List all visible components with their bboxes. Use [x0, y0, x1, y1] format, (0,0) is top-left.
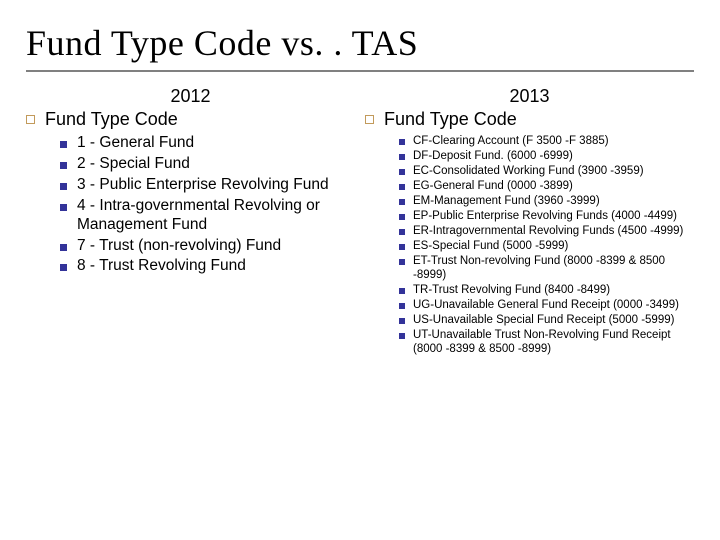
list-item: 3 - Public Enterprise Revolving Fund [60, 176, 355, 195]
right-items: CF-Clearing Account (F 3500 -F 3885)DF-D… [399, 134, 694, 356]
list-item-text: 3 - Public Enterprise Revolving Fund [77, 176, 329, 195]
left-section-label: Fund Type Code [45, 109, 178, 130]
left-section-row: Fund Type Code [26, 109, 355, 130]
square-bullet-icon [399, 199, 405, 205]
square-bullet-icon [399, 303, 405, 309]
square-bullet-icon [399, 259, 405, 265]
list-item: EG-General Fund (0000 -3899) [399, 179, 694, 193]
square-bullet-icon [399, 169, 405, 175]
list-item-text: 1 - General Fund [77, 134, 194, 153]
list-item: TR-Trust Revolving Fund (8400 -8499) [399, 283, 694, 297]
list-item: EP-Public Enterprise Revolving Funds (40… [399, 209, 694, 223]
square-bullet-icon [399, 139, 405, 145]
list-item: UT-Unavailable Trust Non-Revolving Fund … [399, 328, 694, 356]
list-item-text: CF-Clearing Account (F 3500 -F 3885) [413, 134, 609, 148]
list-item: ET-Trust Non-revolving Fund (8000 -8399 … [399, 254, 694, 282]
slide: Fund Type Code vs. . TAS 2012 Fund Type … [0, 0, 720, 540]
list-item: CF-Clearing Account (F 3500 -F 3885) [399, 134, 694, 148]
list-item-text: TR-Trust Revolving Fund (8400 -8499) [413, 283, 610, 297]
list-item-text: 2 - Special Fund [77, 155, 190, 174]
square-bullet-icon [399, 214, 405, 220]
hollow-square-icon [365, 115, 374, 124]
list-item-text: UG-Unavailable General Fund Receipt (000… [413, 298, 679, 312]
list-item: UG-Unavailable General Fund Receipt (000… [399, 298, 694, 312]
list-item: 1 - General Fund [60, 134, 355, 153]
left-items: 1 - General Fund 2 - Special Fund 3 - Publ… [60, 134, 355, 276]
square-bullet-icon [399, 318, 405, 324]
square-bullet-icon [399, 154, 405, 160]
list-item: EC-Consolidated Working Fund (3900 -3959… [399, 164, 694, 178]
list-item: 4 - Intra-governmental Revolving or Mana… [60, 197, 355, 235]
list-item-text: UT-Unavailable Trust Non-Revolving Fund … [413, 328, 694, 356]
square-bullet-icon [399, 288, 405, 294]
list-item-text: EC-Consolidated Working Fund (3900 -3959… [413, 164, 644, 178]
square-bullet-icon [60, 204, 67, 211]
list-item: ES-Special Fund (5000 -5999) [399, 239, 694, 253]
left-column: 2012 Fund Type Code 1 - General Fund 2 - … [26, 86, 355, 357]
list-item: US-Unavailable Special Fund Receipt (500… [399, 313, 694, 327]
square-bullet-icon [399, 333, 405, 339]
square-bullet-icon [60, 264, 67, 271]
columns: 2012 Fund Type Code 1 - General Fund 2 - … [26, 86, 694, 357]
slide-title: Fund Type Code vs. . TAS [26, 22, 694, 64]
square-bullet-icon [60, 183, 67, 190]
list-item: EM-Management Fund (3960 -3999) [399, 194, 694, 208]
list-item-text: EP-Public Enterprise Revolving Funds (40… [413, 209, 677, 223]
list-item: DF-Deposit Fund. (6000 -6999) [399, 149, 694, 163]
square-bullet-icon [60, 162, 67, 169]
right-year: 2013 [365, 86, 694, 107]
list-item: 2 - Special Fund [60, 155, 355, 174]
right-section-row: Fund Type Code [365, 109, 694, 130]
list-item-text: EM-Management Fund (3960 -3999) [413, 194, 600, 208]
list-item-text: 7 - Trust (non-revolving) Fund [77, 237, 281, 256]
square-bullet-icon [399, 229, 405, 235]
list-item: 7 - Trust (non-revolving) Fund [60, 237, 355, 256]
list-item-text: 8 - Trust Revolving Fund [77, 257, 246, 276]
right-section-label: Fund Type Code [384, 109, 517, 130]
square-bullet-icon [60, 141, 67, 148]
square-bullet-icon [399, 244, 405, 250]
square-bullet-icon [399, 184, 405, 190]
list-item: ER-Intragovernmental Revolving Funds (45… [399, 224, 694, 238]
list-item-text: US-Unavailable Special Fund Receipt (500… [413, 313, 674, 327]
list-item-text: 4 - Intra-governmental Revolving or Mana… [77, 197, 355, 235]
list-item-text: ES-Special Fund (5000 -5999) [413, 239, 568, 253]
list-item-text: ER-Intragovernmental Revolving Funds (45… [413, 224, 683, 238]
left-year: 2012 [26, 86, 355, 107]
list-item-text: EG-General Fund (0000 -3899) [413, 179, 573, 193]
title-underline [26, 70, 694, 72]
list-item-text: ET-Trust Non-revolving Fund (8000 -8399 … [413, 254, 694, 282]
list-item-text: DF-Deposit Fund. (6000 -6999) [413, 149, 573, 163]
right-column: 2013 Fund Type Code CF-Clearing Account … [365, 86, 694, 357]
list-item: 8 - Trust Revolving Fund [60, 257, 355, 276]
square-bullet-icon [60, 244, 67, 251]
hollow-square-icon [26, 115, 35, 124]
